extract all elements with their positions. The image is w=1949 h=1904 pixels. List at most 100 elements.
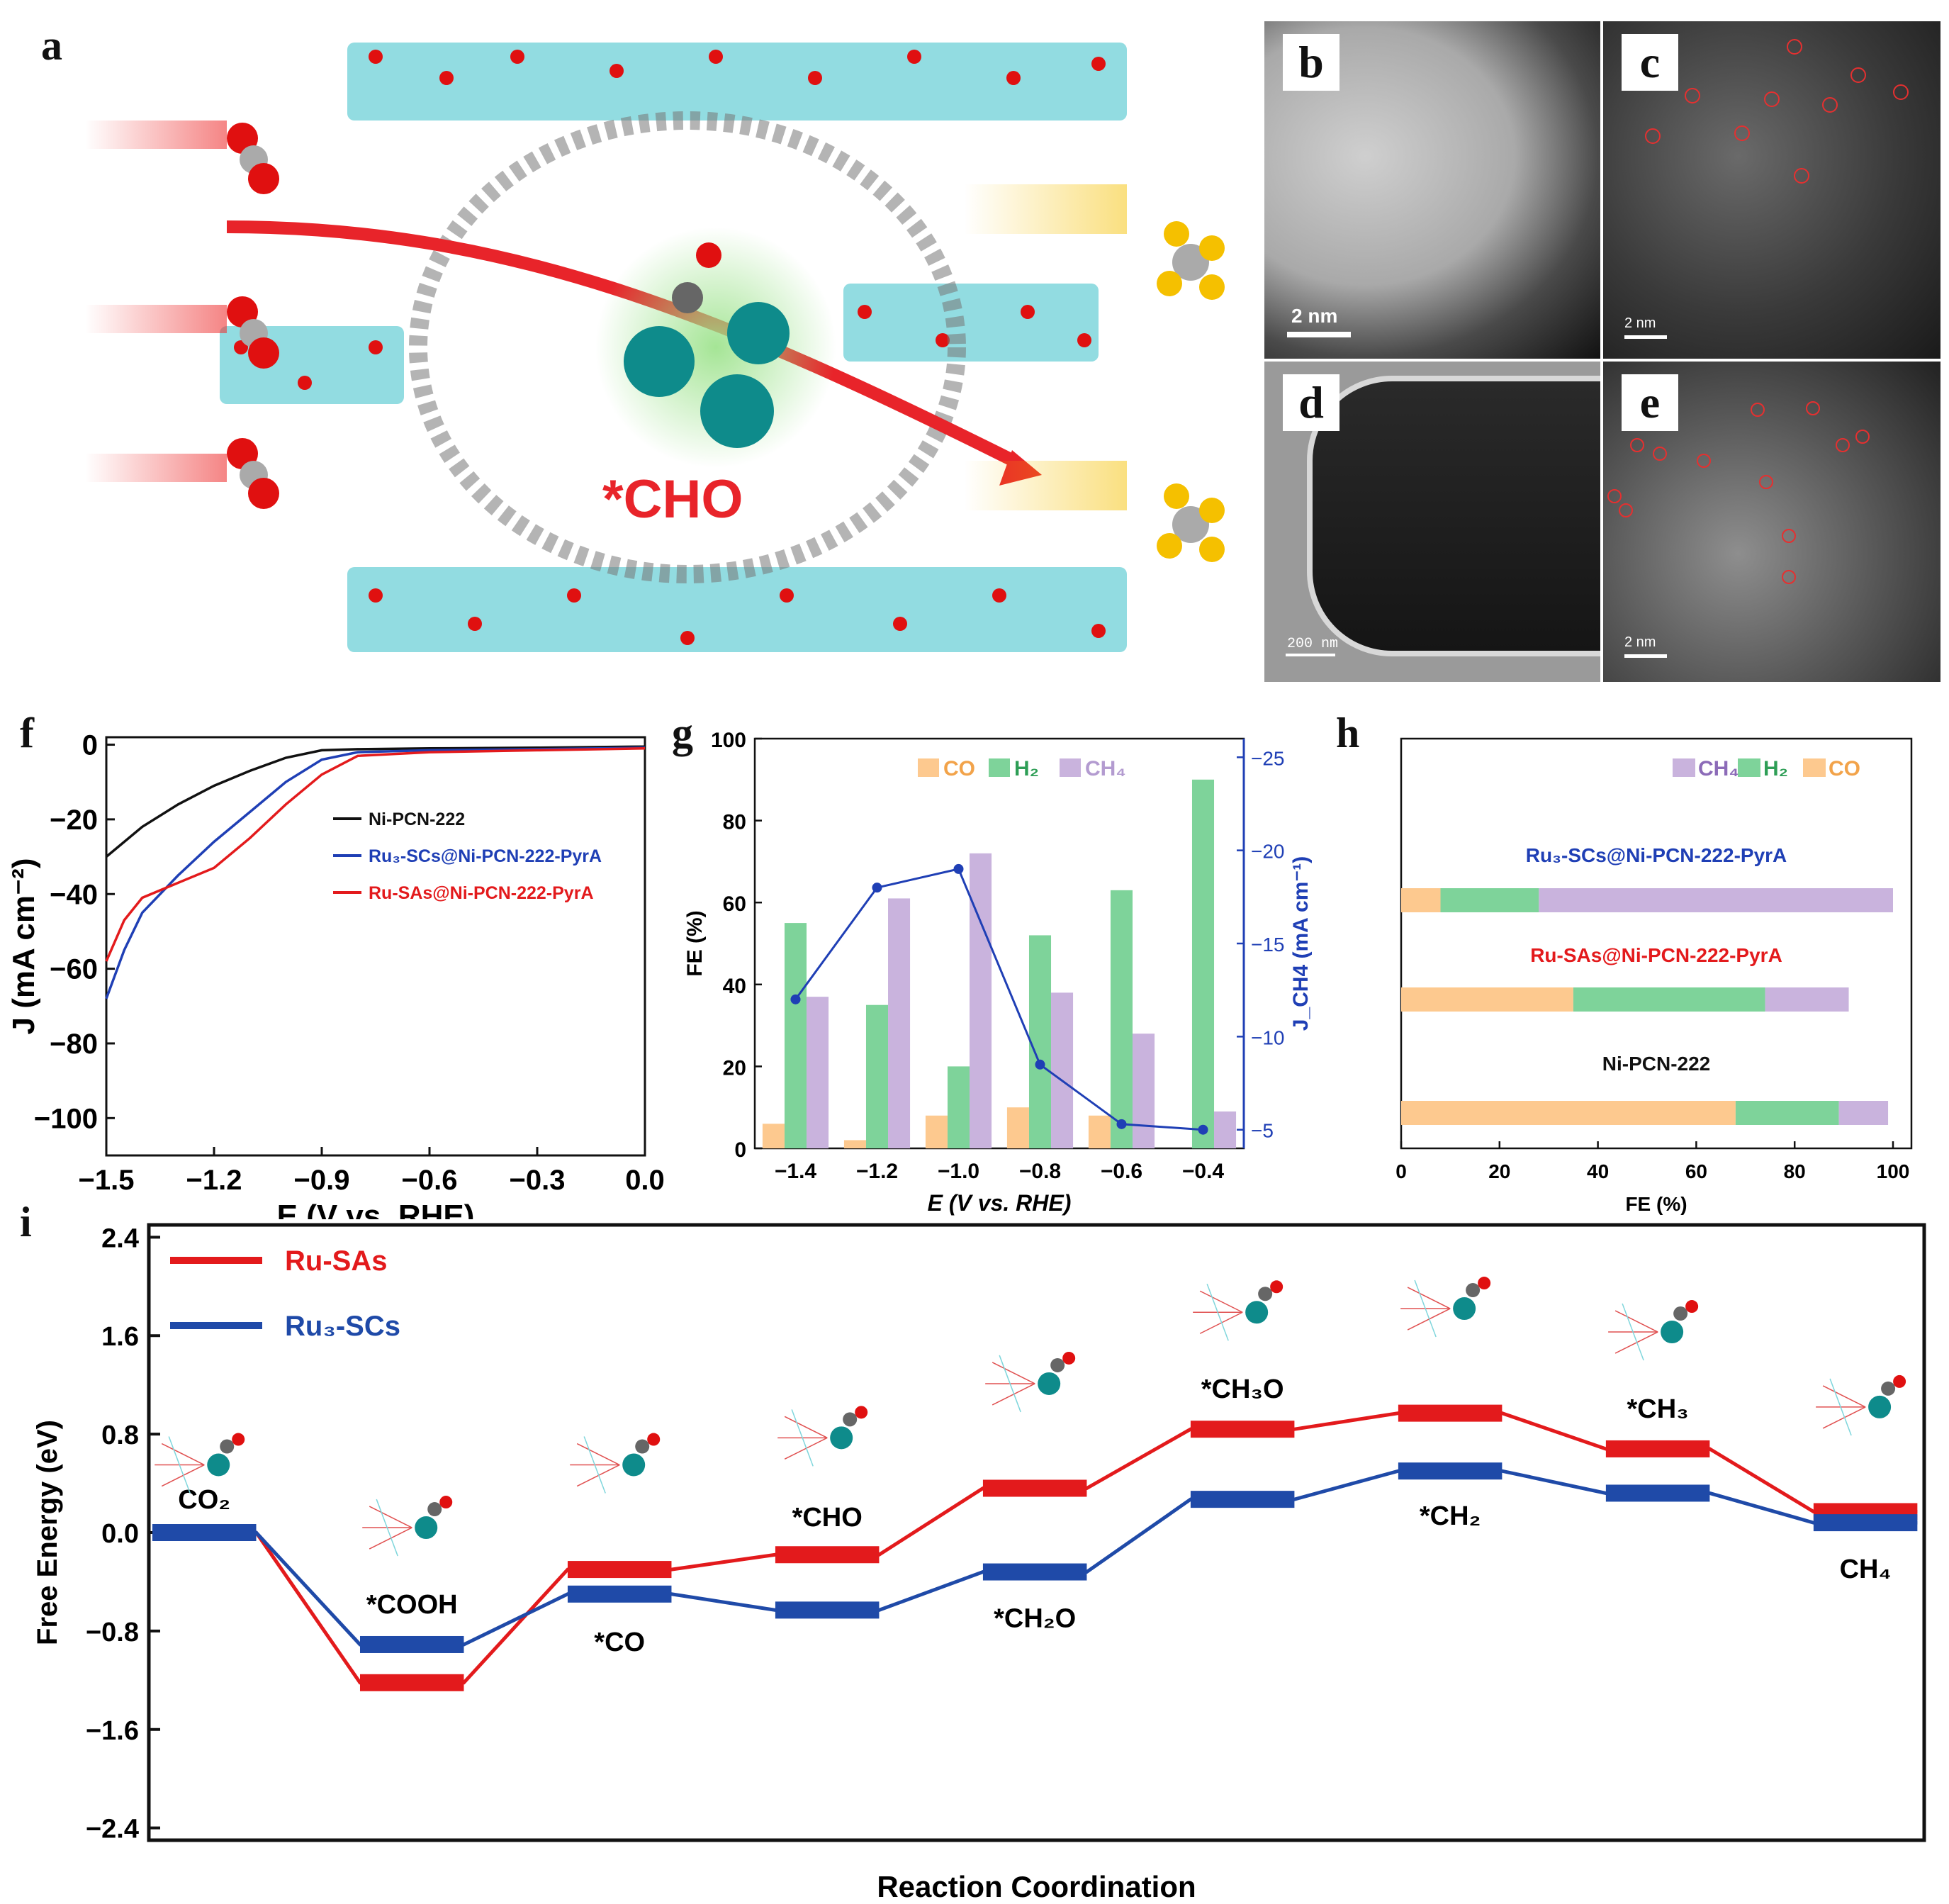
- bar-H2-1: [865, 1004, 889, 1148]
- energy-level-0-5: [1190, 1421, 1295, 1438]
- energy-level-0-1: [359, 1674, 464, 1691]
- y2-tick-label: −15: [1251, 934, 1285, 956]
- bar-CH4-3: [1051, 992, 1074, 1148]
- adsorbate-structure-3: [777, 1406, 868, 1467]
- legend-swatch-1: [989, 758, 1010, 777]
- panel-letter-f: f: [20, 710, 34, 756]
- y-tick-label: 40: [723, 975, 746, 998]
- adsorbate-structure-5: [1193, 1280, 1284, 1341]
- energy-level-1-2: [567, 1585, 672, 1603]
- x-tick-label: −0.9: [294, 1165, 350, 1196]
- x-tick-label: −1.5: [79, 1165, 135, 1196]
- legend-swatch-2: [1803, 758, 1826, 777]
- bar-CH4-1: [1765, 987, 1849, 1012]
- legend-label-1: Ru₃-SCs: [285, 1311, 400, 1342]
- micrograph-letter-d: d: [1283, 374, 1339, 431]
- series-line-2: [105, 747, 646, 962]
- single-atom-markers-c: [1645, 39, 1909, 184]
- x-tick-label: 0.0: [625, 1165, 665, 1196]
- y-tick-label: 80: [723, 811, 746, 834]
- bar-H2-4: [1110, 890, 1133, 1148]
- legend-label-1: Ru₃-SCs@Ni-PCN-222-PyrA: [369, 846, 602, 866]
- y-tick-label: −40: [50, 879, 98, 910]
- energy-level-1-4: [982, 1563, 1087, 1581]
- y2-tick-label: −20: [1251, 841, 1285, 863]
- x-tick-label: −0.6: [1101, 1160, 1142, 1183]
- step-label-3: *CHO: [792, 1503, 863, 1533]
- y-axis-label: J (mA cm⁻²): [6, 858, 41, 1035]
- legend-label-0: CO: [943, 757, 975, 780]
- panel-letter-a: a: [41, 22, 62, 69]
- energy-level-0-6: [1398, 1404, 1503, 1422]
- jch4-point-2: [953, 863, 964, 874]
- bar-CO-0: [762, 1124, 785, 1148]
- y2-tick-label: −10: [1251, 1026, 1285, 1048]
- x-tick-label: 60: [1685, 1160, 1707, 1182]
- bar-H2-0: [784, 923, 807, 1148]
- y2-tick-label: −25: [1251, 747, 1285, 769]
- y2-axis-label: J_CH4 (mA cm⁻¹): [1289, 856, 1313, 1031]
- mof-framework: [220, 43, 1127, 652]
- ru-cluster: [624, 302, 790, 448]
- y-tick-label: 1.6: [101, 1322, 139, 1352]
- bar-CH4-4: [1133, 1034, 1155, 1148]
- energy-level-1-5: [1190, 1491, 1295, 1508]
- bar-CO-1: [843, 1140, 866, 1148]
- x-tick-label: 100: [1877, 1160, 1910, 1182]
- legend-swatch-2: [1060, 758, 1081, 777]
- legend-swatch-0: [1673, 758, 1695, 777]
- y-tick-label: −0.8: [86, 1618, 139, 1647]
- bar-H2-5: [1191, 779, 1215, 1148]
- x-tick-label: 20: [1488, 1160, 1510, 1182]
- legend-label-0: CH₄: [1698, 757, 1739, 780]
- bar-H2-3: [1028, 935, 1052, 1148]
- y-tick-label: −20: [50, 805, 98, 836]
- chart-i-free-energy: 2.4 1.6 0.8 0.0 −0.8 −1.6 −2.4 Free Energy (eV)…: [32, 1223, 1926, 1903]
- micrograph-c: c 2 nm: [1603, 21, 1940, 359]
- adsorbate-structure-8: [1816, 1374, 1906, 1436]
- step-label-6: *CH₂: [1420, 1501, 1481, 1531]
- bar-CH4-0: [807, 997, 829, 1148]
- micrograph-b: b 2 nm: [1264, 21, 1600, 359]
- adsorbate-structure-7: [1608, 1300, 1699, 1361]
- legend-label-2: CH₄: [1085, 757, 1126, 780]
- jch4-point-0: [790, 994, 801, 1004]
- scale-label-e: 2 nm: [1624, 634, 1656, 650]
- x-tick-label: −1.2: [856, 1160, 898, 1183]
- energy-level-0-4: [982, 1479, 1087, 1497]
- x-axis-label: E (V vs. RHE): [928, 1190, 1072, 1216]
- bar-CO-4: [1088, 1115, 1111, 1148]
- plot-frame: [1400, 737, 1913, 1150]
- energy-level-0-7: [1605, 1440, 1710, 1457]
- co2-molecules: [85, 121, 279, 509]
- x-tick-label: −1.0: [938, 1160, 979, 1183]
- bar-CH4-2: [1838, 1101, 1889, 1125]
- panel-letter-i: i: [20, 1199, 32, 1245]
- micrograph-d: d 200 nm: [1264, 362, 1600, 682]
- bar-CH4-5: [1214, 1111, 1237, 1148]
- adsorbate-structure-6: [1400, 1277, 1491, 1338]
- adsorbate-structure-1: [362, 1496, 453, 1557]
- panel-letter-h: h: [1336, 710, 1360, 756]
- step-label-7: *CH₃: [1627, 1394, 1688, 1424]
- cho-label: *CHO: [602, 469, 743, 530]
- scale-bar-d: [1286, 654, 1335, 656]
- bar-CH4-2: [970, 853, 992, 1148]
- plot-frame: [147, 1223, 1926, 1842]
- x-tick-label: 80: [1784, 1160, 1806, 1182]
- bar-H2-2: [947, 1066, 970, 1148]
- y-tick-label: −1.6: [86, 1716, 139, 1746]
- legend-label-2: Ru-SAs@Ni-PCN-222-PyrA: [369, 883, 594, 903]
- single-atom-markers-e: [1607, 401, 1870, 584]
- legend-label-2: CO: [1829, 757, 1860, 780]
- y-tick-label: −2.4: [86, 1815, 139, 1844]
- step-label-0: CO₂: [178, 1485, 230, 1515]
- scale-bar-b: [1287, 332, 1351, 337]
- series-line-1: [105, 746, 646, 999]
- x-tick-label: −1.4: [775, 1160, 817, 1183]
- bar-CO-1: [1401, 987, 1573, 1012]
- step-label-8: CH₄: [1840, 1555, 1892, 1584]
- jch4-point-3: [1035, 1059, 1045, 1070]
- x-axis-label: FE (%): [1625, 1193, 1687, 1215]
- x-tick-label: 0: [1395, 1160, 1407, 1182]
